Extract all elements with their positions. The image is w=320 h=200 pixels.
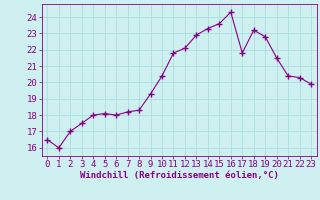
X-axis label: Windchill (Refroidissement éolien,°C): Windchill (Refroidissement éolien,°C) xyxy=(80,171,279,180)
